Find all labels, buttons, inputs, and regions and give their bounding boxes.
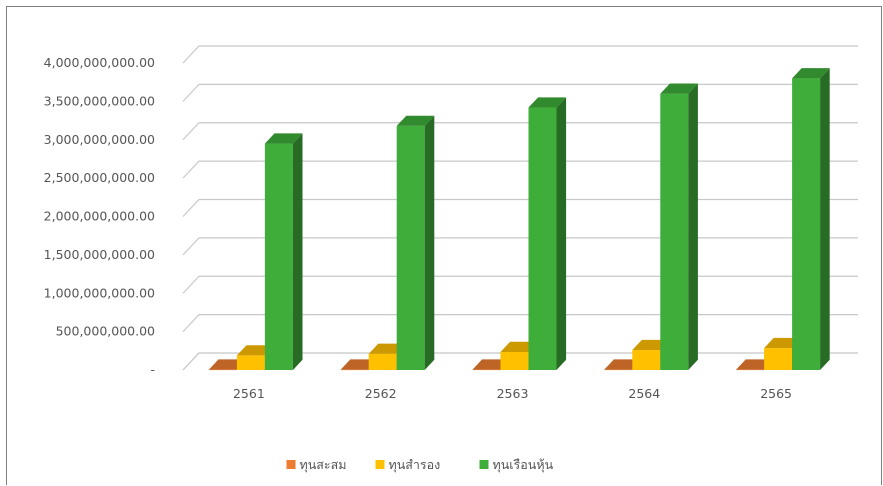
- bar: [264, 133, 303, 370]
- bar-front: [368, 353, 397, 370]
- bar-front: [340, 369, 369, 371]
- bar-top: [264, 133, 303, 144]
- legend-item: ทุนสำรอง: [375, 457, 441, 473]
- legend: ทุนสะสม ทุนสำรอง ทุนเรือนหุ้น: [286, 457, 554, 473]
- bar-front: [736, 369, 765, 371]
- bar: [660, 83, 698, 370]
- gridline: [182, 160, 858, 179]
- legend-item: ทุนเรือนหุ้น: [479, 457, 554, 473]
- bar-front: [660, 93, 689, 370]
- x-axis-ticks: 2561 2562 2563 2564 2565: [233, 386, 792, 401]
- gridline: [182, 275, 858, 294]
- gridline: [182, 198, 858, 217]
- bar-side: [292, 133, 303, 370]
- y-tick-label: -: [150, 362, 155, 377]
- gridline: [182, 122, 858, 141]
- x-tick-label: 2562: [365, 386, 397, 401]
- x-tick-label: 2564: [628, 386, 660, 401]
- y-tick-label: 500,000,000.00: [56, 324, 155, 339]
- bar-front: [604, 369, 633, 371]
- bar-top: [396, 115, 435, 126]
- gridline: [182, 83, 858, 102]
- chart-frame: [6, 6, 882, 485]
- bar-top: [528, 97, 567, 108]
- bars: [208, 68, 830, 371]
- gridline: [182, 314, 858, 333]
- bar-front: [632, 350, 661, 370]
- y-axis-ticks: - 500,000,000.00 1,000,000,000.00 1,500,000…: [44, 55, 155, 377]
- bar-front: [792, 78, 821, 370]
- legend-label: ทุนสะสม: [300, 457, 347, 473]
- legend-swatch: [286, 460, 296, 469]
- bar-front: [500, 351, 529, 370]
- legend-swatch: [375, 460, 385, 469]
- bar-front: [764, 348, 793, 370]
- bar-front: [396, 125, 425, 370]
- bar-side: [688, 83, 698, 370]
- bar-front: [472, 369, 501, 371]
- bar-top: [792, 68, 830, 79]
- legend-label: ทุนเรือนหุ้น: [493, 457, 554, 473]
- y-tick-label: 2,000,000,000.00: [44, 209, 155, 224]
- y-tick-label: 4,000,000,000.00: [44, 55, 155, 70]
- gridlines: [182, 45, 858, 371]
- gridline: [182, 45, 858, 64]
- x-tick-label: 2563: [497, 386, 529, 401]
- bar-side: [820, 68, 830, 371]
- legend-item: ทุนสะสม: [286, 457, 347, 473]
- bar-top: [660, 83, 698, 94]
- bar: [396, 115, 435, 370]
- y-tick-label: 1,500,000,000.00: [44, 247, 155, 262]
- bar-front: [264, 143, 293, 370]
- y-tick-label: 2,500,000,000.00: [44, 170, 155, 185]
- y-tick-label: 1,000,000,000.00: [44, 285, 155, 300]
- bar-front: [208, 369, 237, 371]
- x-tick-label: 2561: [233, 386, 265, 401]
- legend-swatch: [479, 460, 489, 469]
- bar-front: [236, 355, 265, 370]
- gridline: [182, 237, 858, 256]
- bar: [792, 68, 830, 371]
- y-tick-label: 3,500,000,000.00: [44, 93, 155, 108]
- y-tick-label: 3,000,000,000.00: [44, 132, 155, 147]
- bar-side: [556, 97, 567, 370]
- bar-side: [424, 115, 435, 370]
- bar-front: [528, 107, 557, 370]
- legend-label: ทุนสำรอง: [389, 457, 441, 473]
- x-tick-label: 2565: [760, 386, 792, 401]
- bar: [528, 97, 567, 370]
